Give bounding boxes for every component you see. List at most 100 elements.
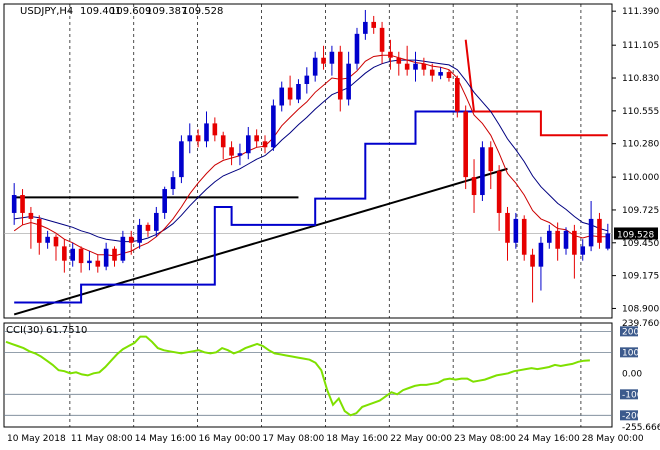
candle-body [480,147,485,196]
current-price-box [614,227,658,240]
candle-body [321,57,326,64]
time-axis-label: 17 May 08:00 [263,434,325,444]
cci-tick-label: 0.00 [622,369,642,379]
candle-body [220,135,226,148]
candle-body [187,135,193,142]
candle-body [337,51,343,100]
candle-body [20,195,25,213]
candle-body [87,260,92,264]
candle-body [438,72,443,76]
high-value: 109.609 [110,6,151,17]
price-tick-label: 111.105 [622,41,659,51]
candle-body [396,57,402,64]
price-tick-label: 109.725 [622,206,659,216]
cci-label: CCI(30) [6,325,44,336]
time-axis-label: 23 May 08:00 [454,434,516,444]
cci-level-box [620,347,638,358]
price-tick-label: 110.555 [622,107,659,117]
cci-level-box [620,389,638,400]
candle-body [204,123,209,142]
candle-body [563,230,569,249]
candle-body [597,218,602,243]
price-tick-label: 108.900 [622,304,659,314]
candle-body [505,212,510,243]
candle-body [463,111,468,178]
candle-body [128,236,134,243]
cci-level-box [620,326,638,337]
time-axis-label: 16 May 00:00 [199,434,261,444]
time-axis-label: 11 May 08:00 [71,434,133,444]
price-tick-label: 110.000 [622,173,659,183]
candle-body [329,51,335,64]
price-tick-label: 110.280 [622,140,659,150]
candle-body [53,236,59,247]
low-value: 109.387 [146,6,187,17]
cci-level-box [620,410,638,421]
open-value: 109.401 [80,6,121,17]
header-layer: USDJPY,H4 109.401 109.609 109.387 109.52… [6,6,223,336]
candle-body [429,69,435,76]
support-stop-line [14,110,474,304]
candle-body [296,83,301,100]
cci-tick-label: 100 [622,348,639,358]
price-tick-label: 110.830 [622,74,659,84]
cci-tick-label: 200 [622,327,639,337]
candle-body [145,224,151,231]
candle-body [103,248,109,267]
trend-line [13,167,508,316]
candle-body [605,233,611,249]
candle-body [245,135,251,154]
candle-body [112,248,117,261]
main-panel-frame [3,3,613,319]
candle-body [212,123,218,136]
candle-body [371,21,377,28]
candle-body [471,177,477,196]
candle-body [137,224,142,243]
price-tick-label: 111.390 [622,7,659,17]
candle-body [513,218,519,243]
candle-body [555,230,560,249]
candle-body [70,248,76,261]
grid-layer [3,3,613,428]
cci-line [5,335,590,417]
candle-body [262,141,268,148]
cci-tick-label: 239.7606 [622,319,660,329]
time-axis-label: 24 May 16:00 [518,434,580,444]
candle-body [446,72,452,79]
candle-body [254,135,259,142]
symbol-label: USDJPY,H4 [20,6,73,17]
candle-body [404,63,410,70]
candle-body [237,153,243,156]
candle-body [530,254,535,267]
time-axis-label: 14 May 16:00 [135,434,197,444]
close-value: 109.528 [182,6,223,17]
cci-tick-label: -100 [622,390,643,400]
candle-body [538,242,544,267]
slow-moving-average [14,59,608,243]
cci-panel-frame [3,322,613,428]
candle-body [312,57,318,76]
main-panel [4,9,612,316]
cci-tick-label: -255.6662 [622,423,660,433]
candle-body [11,195,17,213]
axis-layer: 10 May 2018 11 May 08:00 14 May 16:00 16 Ma… [7,7,660,444]
candle-body [354,33,360,64]
candle-body [388,51,393,58]
candle-body [488,147,494,172]
candle-body [379,27,385,52]
time-axis-label: 22 May 00:00 [390,434,452,444]
current-price-label: 109.528 [617,230,654,240]
candle-body [496,171,502,213]
candle-body [179,141,184,178]
candle-body [346,63,351,100]
candle-body [413,63,418,70]
candle-body [546,230,552,243]
candle-body [287,87,293,100]
candle-body [36,218,42,243]
price-tick-label: 109.175 [622,272,659,282]
candle-body [28,212,34,219]
candle-body [455,78,460,112]
